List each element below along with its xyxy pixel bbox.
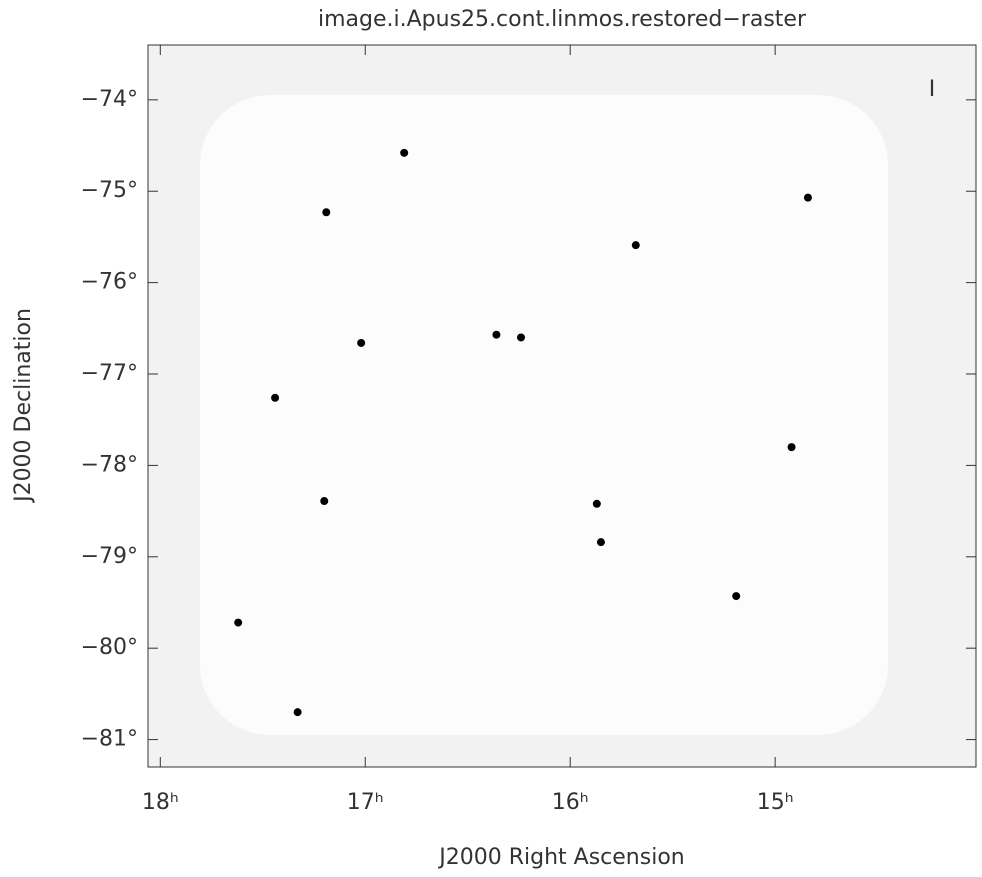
- y-tick-label: −79°: [81, 544, 138, 569]
- radio-source: [492, 330, 501, 339]
- radio-source: [803, 193, 812, 202]
- y-axis-label: J2000 Declination: [11, 308, 36, 504]
- y-tick-label: −78°: [81, 452, 138, 477]
- x-tick-label: 16ʰ: [552, 790, 589, 815]
- x-axis-label: J2000 Right Ascension: [437, 845, 684, 870]
- radio-source: [787, 443, 796, 452]
- radio-source: [517, 333, 526, 342]
- radio-source: [293, 708, 302, 717]
- x-tick-label: 15ʰ: [757, 790, 794, 815]
- radio-source: [322, 208, 331, 217]
- radio-source: [596, 538, 605, 547]
- radio-source: [357, 338, 366, 347]
- radio-source: [234, 618, 243, 627]
- x-tick-label: 18ʰ: [142, 790, 179, 815]
- plot-frame: [147, 44, 977, 768]
- stokes-label: I: [929, 77, 936, 102]
- y-tick-label: −75°: [81, 178, 138, 203]
- y-tick-label: −81°: [81, 727, 138, 752]
- mosaic-coverage: [200, 95, 888, 735]
- radio-source: [320, 497, 329, 506]
- radio-source: [732, 592, 741, 601]
- radio-source: [271, 393, 280, 402]
- radio-source: [631, 241, 640, 250]
- radio-source: [592, 499, 601, 508]
- chart-title: image.i.Apus25.cont.linmos.restored−rast…: [318, 7, 807, 32]
- y-tick-label: −80°: [81, 635, 138, 660]
- y-tick-label: −77°: [81, 361, 138, 386]
- y-tick-label: −76°: [81, 270, 138, 295]
- x-tick-label: 17ʰ: [347, 790, 384, 815]
- radio-source: [400, 148, 409, 157]
- y-tick-label: −74°: [81, 87, 138, 112]
